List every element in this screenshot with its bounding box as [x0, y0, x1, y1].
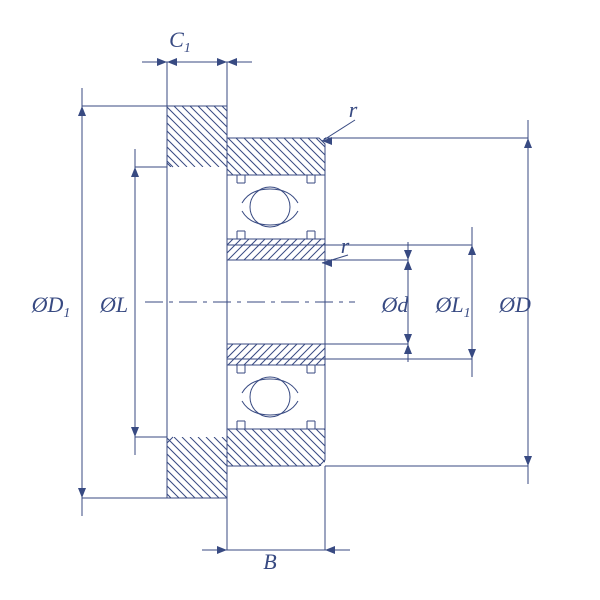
- svg-text:ØD1: ØD1: [31, 292, 71, 321]
- svg-text:ØD: ØD: [498, 292, 531, 317]
- svg-text:B: B: [263, 549, 276, 574]
- svg-text:Ød: Ød: [381, 292, 410, 317]
- svg-text:ØL1: ØL1: [434, 292, 470, 321]
- svg-text:r: r: [341, 233, 350, 258]
- svg-text:C1: C1: [169, 27, 191, 56]
- svg-text:ØL: ØL: [99, 292, 128, 317]
- svg-text:r: r: [349, 97, 358, 122]
- bearing-diagram: C1 r r ØD1 ØL Ød ØL1 ØD B: [0, 0, 600, 600]
